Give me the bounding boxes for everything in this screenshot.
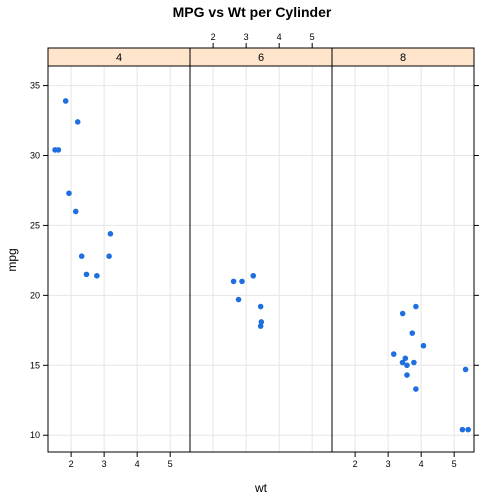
data-point [404, 372, 410, 378]
data-point [257, 323, 264, 329]
data-point [66, 190, 72, 197]
data-point [94, 272, 100, 279]
y-axis-title: mpg [5, 248, 19, 271]
panel-strip-label: 4 [116, 52, 122, 64]
y-tick-label: 15 [30, 360, 40, 370]
data-point [409, 330, 416, 336]
data-point [250, 272, 257, 279]
x-tick-label: 2 [353, 459, 358, 469]
data-point [413, 303, 419, 310]
x-tick-label: 3 [244, 32, 249, 42]
data-point [459, 426, 466, 433]
data-point [420, 342, 427, 349]
x-axis-title: wt [254, 481, 268, 495]
x-tick-label: 5 [168, 459, 173, 469]
data-point [78, 253, 85, 260]
data-point [235, 296, 242, 303]
data-point [83, 271, 90, 278]
y-tick-label: 35 [30, 81, 40, 91]
x-tick-label: 2 [211, 32, 216, 42]
panel-border [47, 65, 191, 453]
y-tick-label: 30 [30, 151, 40, 161]
data-point [72, 208, 79, 215]
data-point [465, 426, 471, 433]
data-point [390, 351, 397, 357]
y-tick-label: 10 [30, 430, 40, 440]
x-tick-label: 5 [310, 32, 315, 42]
data-point [413, 386, 419, 392]
x-tick-label: 2 [69, 459, 74, 469]
data-point [52, 147, 58, 153]
data-point [399, 359, 406, 366]
data-point [411, 359, 417, 366]
panel-border [331, 65, 475, 453]
data-point [230, 278, 237, 285]
data-point [62, 98, 69, 104]
chart-title: MPG vs Wt per Cylinder [173, 4, 332, 20]
data-point [74, 119, 81, 125]
data-point [258, 319, 265, 325]
y-tick-label: 25 [30, 220, 40, 230]
x-tick-label: 4 [135, 459, 140, 469]
data-point [462, 366, 469, 373]
data-point [404, 362, 410, 369]
x-tick-label: 3 [386, 459, 391, 469]
y-tick-label: 20 [30, 290, 40, 300]
panels: 4 2 3 4 5 6 2 3 4 5 8 2 3 4 5 10 15 20 25 30 35 [30, 32, 479, 469]
data-point [106, 253, 112, 260]
data-point [107, 231, 114, 237]
data-point [257, 303, 264, 310]
x-tick-label: 4 [419, 459, 424, 469]
panel-strip-label: 6 [258, 52, 264, 64]
data-point [399, 310, 406, 317]
x-tick-label: 4 [277, 32, 282, 42]
panel-strip-label: 8 [400, 52, 406, 64]
data-point [402, 355, 409, 362]
x-tick-label: 5 [452, 459, 457, 469]
x-tick-label: 3 [102, 459, 107, 469]
data-point [239, 278, 245, 285]
panel-border [189, 65, 333, 453]
